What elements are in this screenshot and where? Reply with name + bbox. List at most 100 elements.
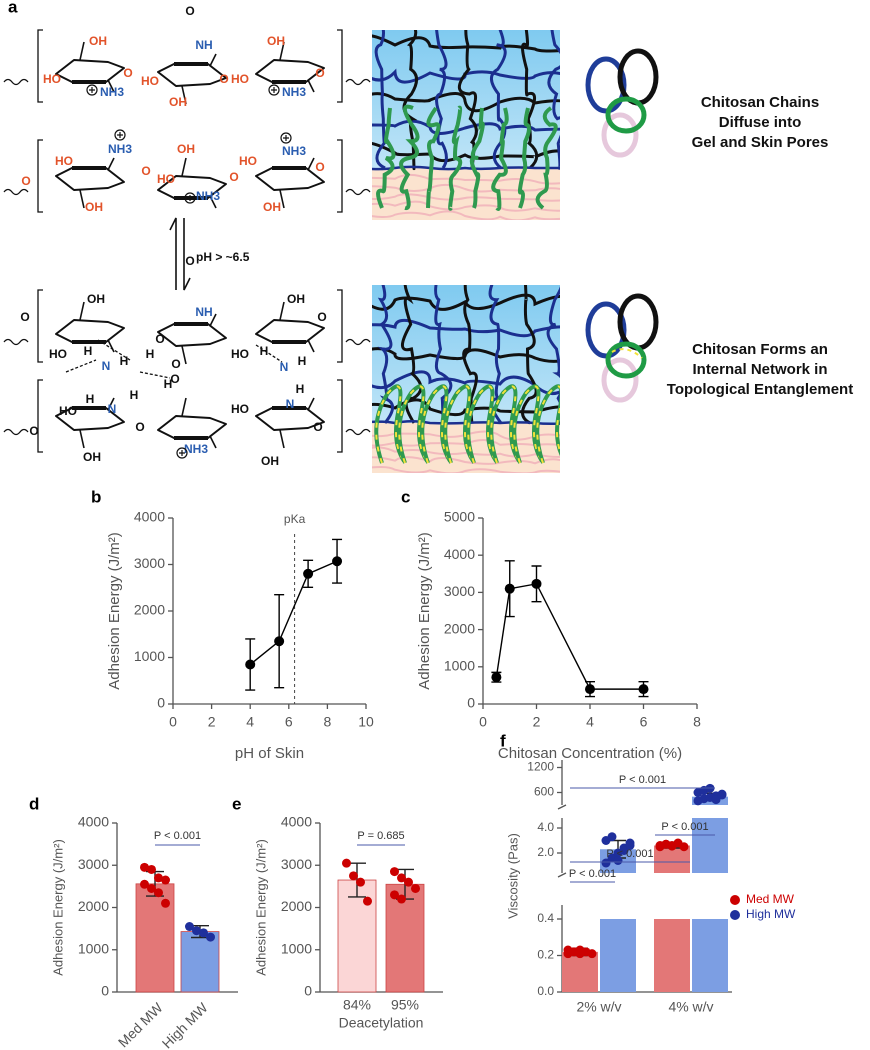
charge	[187, 195, 193, 201]
substituent	[209, 313, 217, 327]
sugar-ring	[255, 167, 325, 191]
y-tick-label: 5000	[444, 509, 475, 525]
substituent	[79, 429, 85, 449]
polymer-chain	[521, 285, 538, 425]
replicate-point	[397, 894, 406, 904]
replicate-point	[575, 949, 585, 959]
substituent	[107, 397, 115, 411]
reference-label: pKa	[284, 512, 306, 526]
h-bond	[255, 344, 283, 363]
chitosan-chain	[399, 104, 420, 211]
y-axis-label: Adhesion Energy (J/m²)	[253, 839, 268, 976]
x-tick-label: 0	[479, 714, 487, 730]
polymer-chain	[547, 30, 560, 170]
h-bond	[139, 371, 171, 379]
skin-fiber	[372, 446, 560, 458]
gel-surface	[372, 165, 560, 171]
data-point	[531, 578, 542, 589]
polymer-chain	[457, 30, 478, 169]
substituent	[279, 41, 285, 61]
atom-label: OH	[287, 292, 305, 306]
atom-label: HO	[59, 404, 77, 418]
p-value: P < 0.001	[569, 868, 616, 880]
atom-label: NH3	[108, 142, 132, 156]
substituent	[79, 189, 85, 209]
bracket	[337, 289, 343, 363]
sugar-ring	[55, 59, 125, 83]
y-tick-label: 1200	[527, 760, 554, 774]
substituent	[279, 429, 285, 449]
substituent	[279, 301, 285, 321]
chain-end	[3, 338, 29, 346]
x-tick-label: 10	[358, 714, 374, 730]
polymer-chain	[521, 30, 539, 170]
y-tick-label: 4000	[444, 546, 475, 562]
legend-label: High MW	[746, 907, 796, 921]
replicate-point	[154, 888, 163, 898]
atom-label: O	[315, 66, 324, 80]
x-tick-label: 4	[246, 714, 254, 730]
replicate-point	[342, 858, 351, 868]
data-point	[332, 556, 343, 567]
replicate-point	[140, 879, 149, 889]
x-tick-label: 8	[324, 714, 332, 730]
substituent	[181, 157, 187, 177]
chain-end	[345, 188, 371, 196]
caption: Topological Entanglement	[667, 381, 853, 398]
panel-label: f	[500, 731, 506, 750]
axis-break	[557, 804, 567, 810]
bracket	[337, 379, 343, 453]
atom-label: O	[315, 160, 324, 174]
bar	[180, 931, 220, 993]
atom-label: HO	[141, 74, 159, 88]
atom-label: N	[102, 359, 111, 373]
y-tick-label: 0	[157, 695, 165, 711]
atom-label: O	[29, 424, 38, 438]
substituent	[107, 157, 115, 171]
atom-label: OH	[85, 200, 103, 214]
sugar-ring	[157, 63, 227, 87]
equilibrium-arrow	[169, 217, 177, 290]
atom-label: O	[313, 420, 322, 434]
polymer-chain	[435, 30, 448, 169]
atom-label: H	[86, 392, 95, 406]
atom-label: OH	[89, 34, 107, 48]
substituent	[209, 435, 217, 449]
charge	[86, 84, 98, 96]
entanglement	[467, 385, 497, 464]
axis-break	[557, 872, 567, 878]
charge	[271, 87, 277, 93]
p-value: P < 0.001	[154, 830, 201, 842]
atom-label: O	[185, 4, 194, 18]
data-point	[491, 672, 502, 683]
atom-label: H	[84, 344, 93, 358]
bar	[562, 951, 598, 992]
atom-label: O	[171, 357, 180, 371]
atom-label: NH	[195, 305, 212, 319]
legend-marker	[730, 910, 740, 920]
caption: Gel and Skin Pores	[692, 134, 829, 151]
entanglement	[611, 348, 643, 359]
atom-label: H	[298, 354, 307, 368]
equilibrium-arrow	[183, 218, 191, 291]
y-tick-label: 3000	[444, 583, 475, 599]
replicate-point	[411, 883, 420, 893]
polymer-chain	[434, 285, 453, 424]
charge	[114, 129, 126, 141]
atom-label: O	[135, 420, 144, 434]
replicate-point	[619, 846, 629, 855]
bracket	[337, 139, 343, 213]
y-tick-label: 0.0	[537, 984, 554, 998]
atom-label: O	[185, 254, 194, 268]
x-tick-label: 4	[586, 714, 594, 730]
charge	[280, 132, 292, 144]
x-tick-label: 2% w/v	[576, 999, 621, 1015]
entanglement	[398, 385, 428, 464]
chitosan-chain	[426, 106, 441, 209]
atom-label: NH3	[282, 85, 306, 99]
atom-label: O	[123, 66, 132, 80]
chain-end	[345, 428, 371, 436]
entanglement	[444, 385, 474, 464]
replicate-point	[679, 842, 689, 852]
replicate-point	[404, 877, 413, 887]
